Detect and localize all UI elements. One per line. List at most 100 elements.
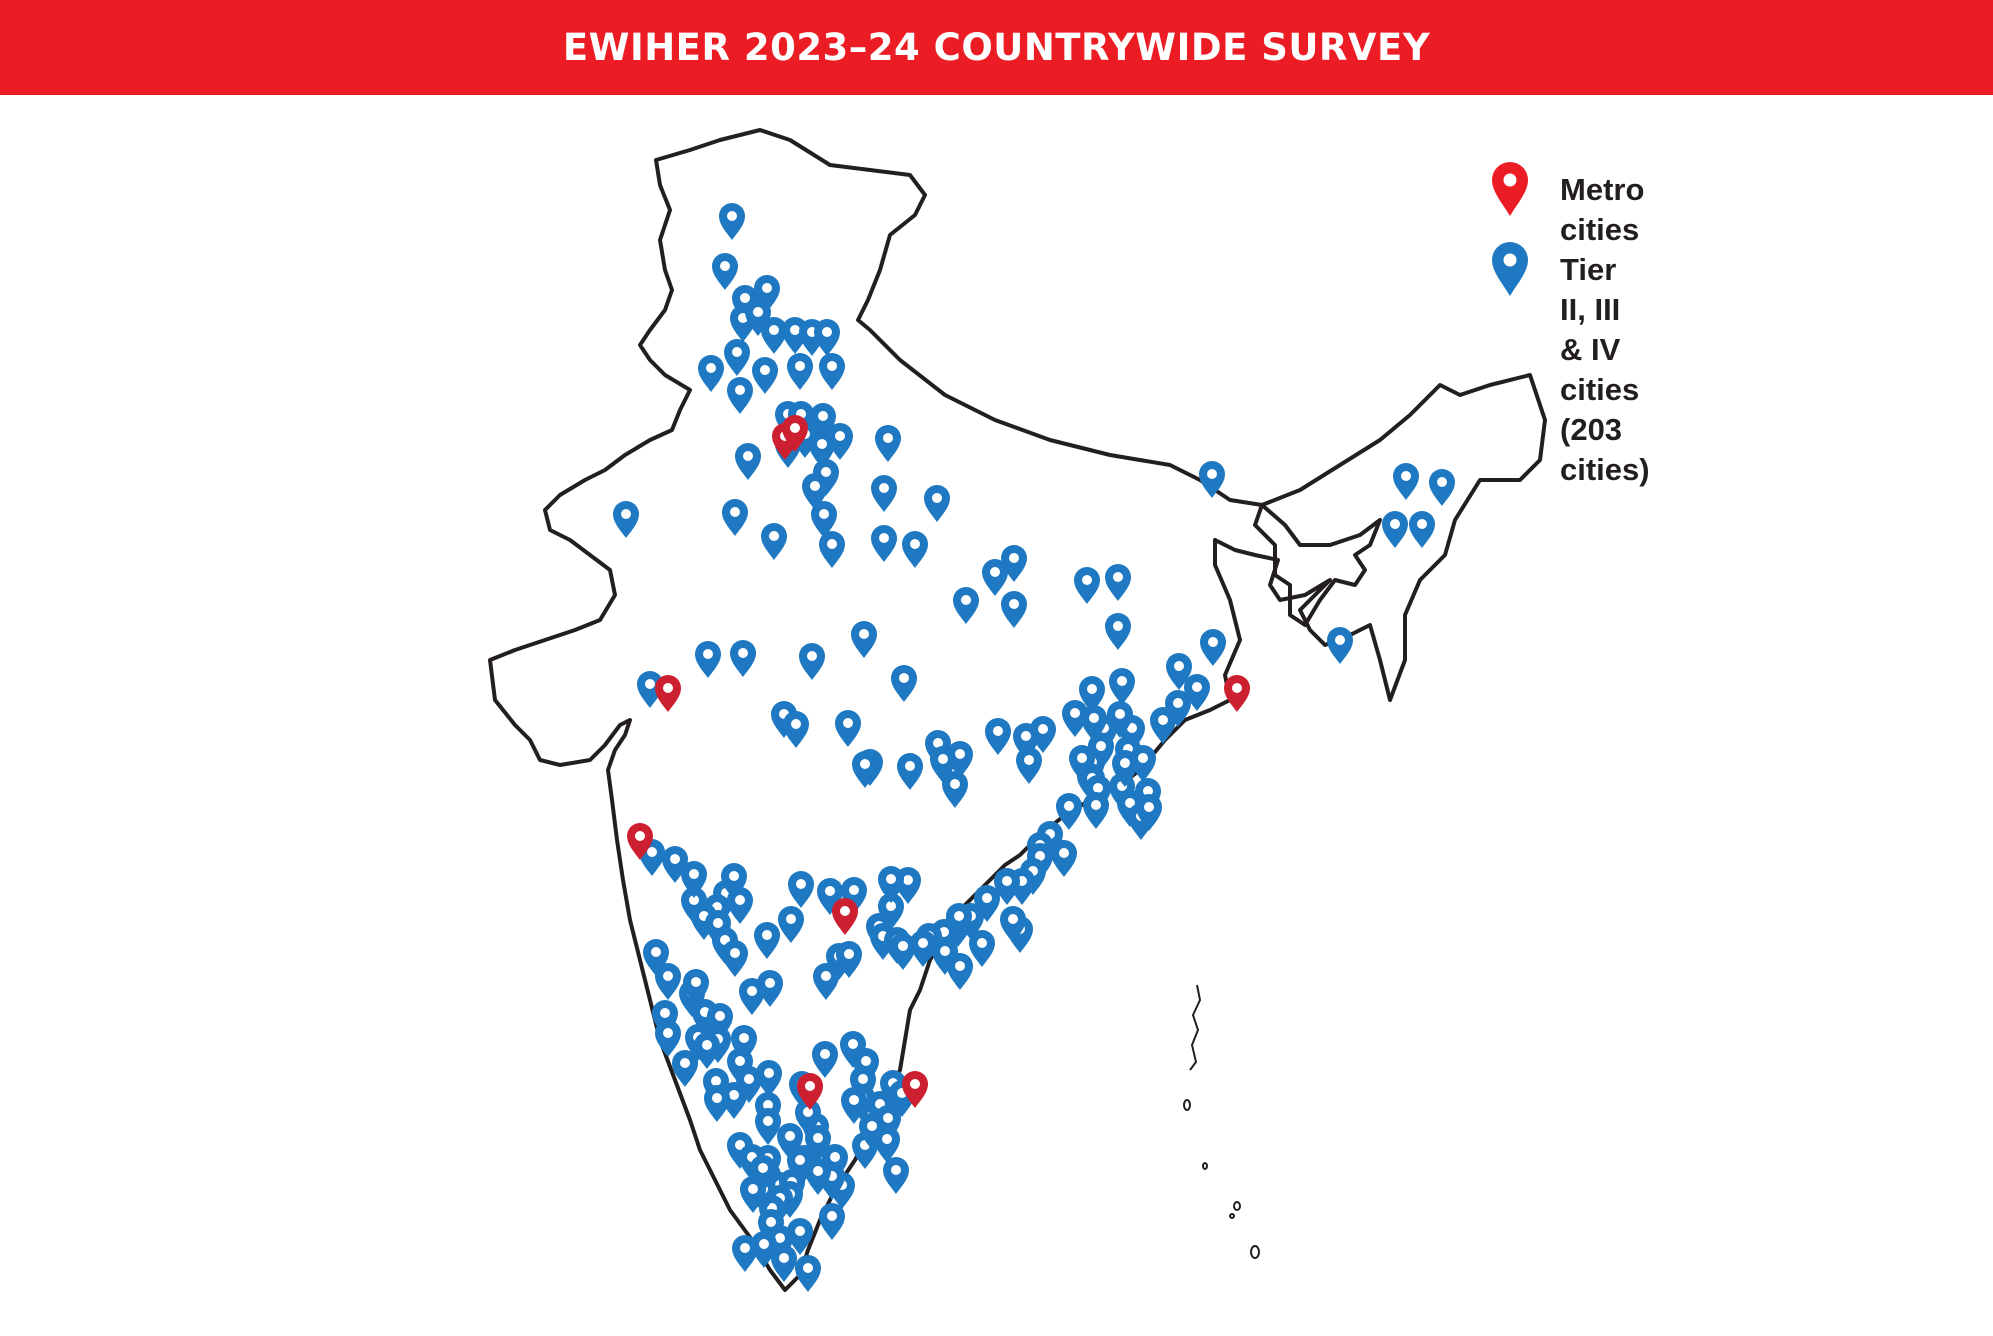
tier-city-pin-icon bbox=[1081, 705, 1107, 742]
tier-city-pin-icon bbox=[994, 868, 1020, 905]
tier-city-pin-icon bbox=[761, 317, 787, 354]
tier-city-pin-icon bbox=[778, 906, 804, 943]
tier-city-pin-icon bbox=[836, 941, 862, 978]
tier-city-pin-icon bbox=[883, 1157, 909, 1194]
tier-city-pin-icon bbox=[1056, 793, 1082, 830]
tier-city-pin-icon bbox=[878, 866, 904, 903]
metro-city-pin-icon bbox=[1224, 675, 1250, 712]
tier-city-pin-icon bbox=[704, 1085, 730, 1122]
tier-city-pin-icon bbox=[719, 203, 745, 240]
tier-city-pin-icon bbox=[813, 963, 839, 1000]
tier-city-pin-icon bbox=[902, 531, 928, 568]
tier-city-pin-icon bbox=[722, 499, 748, 536]
tier-city-pin-icon bbox=[1200, 629, 1226, 666]
tier-city-pin-icon bbox=[783, 711, 809, 748]
tier-city-pin-icon bbox=[805, 1158, 831, 1195]
survey-banner: EWIHER 2023–24 COUNTRYWIDE SURVEY bbox=[0, 0, 1993, 95]
tier-city-pin-icon bbox=[727, 887, 753, 924]
tier-city-pin-icon bbox=[947, 953, 973, 990]
tier-city-pin-icon bbox=[683, 969, 709, 1006]
tier-city-pin-icon bbox=[787, 353, 813, 390]
tier-city-pin-icon bbox=[1382, 511, 1408, 548]
tier-city-pin-icon bbox=[613, 501, 639, 538]
tier-city-pin-icon bbox=[771, 1245, 797, 1282]
tier-city-pin-icon bbox=[1016, 747, 1042, 784]
tier-city-pin-icon bbox=[1393, 463, 1419, 500]
tier-city-pin-icon bbox=[827, 423, 853, 460]
tier-city-pin-icon bbox=[655, 1020, 681, 1057]
tier-city-pin-icon bbox=[1166, 653, 1192, 690]
metro-city-pin-icon bbox=[902, 1071, 928, 1108]
tier-city-pin-icon bbox=[1105, 564, 1131, 601]
metro-city-pin-icon bbox=[797, 1073, 823, 1110]
tier-city-pin-icon bbox=[1001, 591, 1027, 628]
tier-city-pin-icon bbox=[1001, 545, 1027, 582]
tier-city-pin-icon bbox=[1199, 461, 1225, 498]
tier-city-pin-icon bbox=[1030, 716, 1056, 753]
tier-city-pin-icon bbox=[750, 1155, 776, 1192]
tier-city-pin-icon bbox=[802, 473, 828, 510]
tier-city-pin-icon bbox=[695, 641, 721, 678]
tier-city-pin-icon bbox=[739, 978, 765, 1015]
tier-city-pin-icon bbox=[672, 1050, 698, 1087]
metro-city-pin-icon bbox=[627, 823, 653, 860]
tier-city-pin-icon bbox=[795, 1255, 821, 1292]
tier-city-pin-icon bbox=[875, 425, 901, 462]
tier-city-pin-icon bbox=[1105, 613, 1131, 650]
tier-city-pin-icon bbox=[897, 753, 923, 790]
tier-pin-icon bbox=[1492, 242, 1528, 296]
city-pins bbox=[613, 203, 1455, 1292]
tier-city-pin-icon bbox=[819, 353, 845, 390]
tier-city-pin-icon bbox=[1109, 668, 1135, 705]
tier-city-pin-icon bbox=[755, 1108, 781, 1145]
tier-city-pin-icon bbox=[735, 443, 761, 480]
tier-city-pin-icon bbox=[874, 1126, 900, 1163]
tier-city-pin-icon bbox=[819, 531, 845, 568]
tier-city-pin-icon bbox=[1083, 792, 1109, 829]
tier-city-pin-icon bbox=[985, 718, 1011, 755]
tier-city-pin-icon bbox=[812, 1041, 838, 1078]
tier-city-pin-icon bbox=[1429, 469, 1455, 506]
tier-city-pin-icon bbox=[852, 751, 878, 788]
tier-city-pin-icon bbox=[890, 933, 916, 970]
tier-city-pin-icon bbox=[851, 621, 877, 658]
tier-city-pin-icon bbox=[722, 940, 748, 977]
metro-pin-icon bbox=[1492, 162, 1528, 216]
tier-city-pin-icon bbox=[730, 640, 756, 677]
tier-city-pin-icon bbox=[841, 1087, 867, 1124]
tier-city-pin-icon bbox=[756, 1060, 782, 1097]
tier-city-pin-icon bbox=[655, 963, 681, 1000]
tier-city-pin-icon bbox=[969, 930, 995, 967]
tier-city-pin-icon bbox=[788, 871, 814, 908]
tier-city-pin-icon bbox=[1409, 511, 1435, 548]
tier-city-pin-icon bbox=[1130, 745, 1156, 782]
tier-city-pin-icon bbox=[724, 339, 750, 376]
metro-city-pin-icon bbox=[655, 675, 681, 712]
tier-city-pin-icon bbox=[727, 377, 753, 414]
tier-city-pin-icon bbox=[871, 525, 897, 562]
tier-city-pin-icon bbox=[1150, 707, 1176, 744]
tier-city-pin-icon bbox=[1074, 567, 1100, 604]
tier-city-pin-icon bbox=[752, 357, 778, 394]
legend-metro-label: Metro cities bbox=[1560, 172, 1645, 247]
tier-city-pin-icon bbox=[878, 893, 904, 930]
tier-city-pin-icon bbox=[751, 1231, 777, 1268]
tier-city-pin-icon bbox=[946, 903, 972, 940]
andaman-islands bbox=[1183, 984, 1260, 1259]
tier-city-pin-icon bbox=[1136, 794, 1162, 831]
tier-city-pin-icon bbox=[953, 587, 979, 624]
bangladesh-border bbox=[1253, 503, 1382, 627]
tier-city-pin-icon bbox=[811, 501, 837, 538]
tier-city-pin-icon bbox=[787, 1218, 813, 1255]
tier-city-pin-icon bbox=[1051, 840, 1077, 877]
tier-city-pin-icon bbox=[698, 355, 724, 392]
tier-city-pin-icon bbox=[754, 922, 780, 959]
tier-city-pin-icon bbox=[835, 710, 861, 747]
tier-city-pin-icon bbox=[982, 559, 1008, 596]
tier-city-pin-icon bbox=[761, 523, 787, 560]
tier-city-pin-icon bbox=[694, 1032, 720, 1069]
tier-city-pin-icon bbox=[637, 671, 663, 708]
metro-city-pin-icon bbox=[832, 898, 858, 935]
tier-city-pin-icon bbox=[814, 319, 840, 356]
tier-city-pin-icon bbox=[1327, 627, 1353, 664]
